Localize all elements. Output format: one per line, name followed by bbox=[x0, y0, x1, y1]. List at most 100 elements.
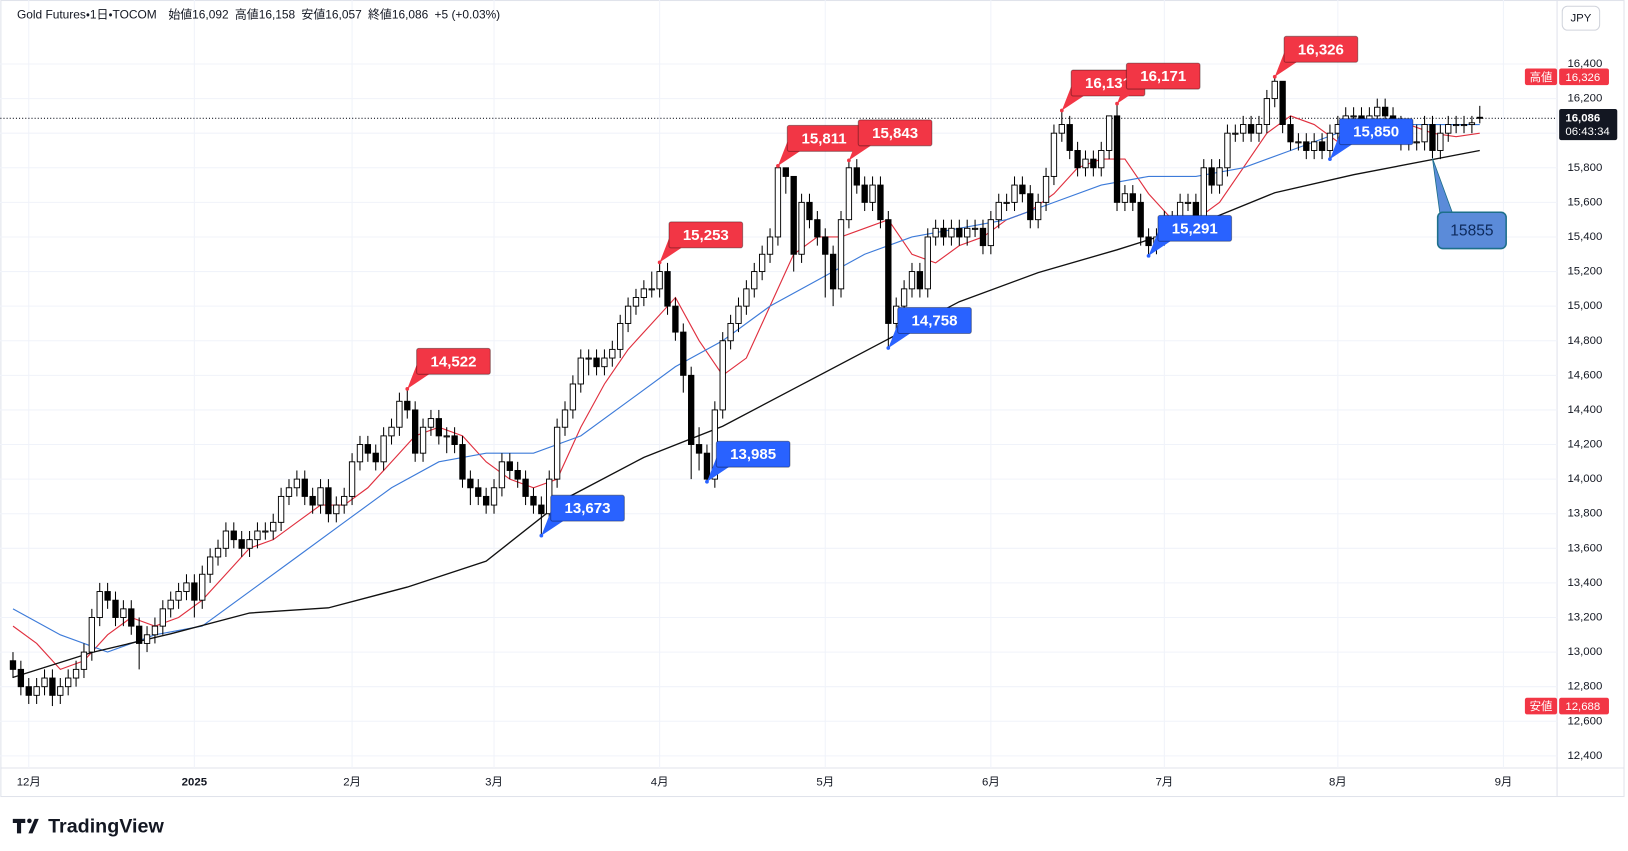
candle-body bbox=[506, 461, 513, 471]
candle-body bbox=[451, 435, 458, 445]
candle-body bbox=[1042, 175, 1050, 203]
candle-body bbox=[1240, 124, 1247, 134]
candle-body bbox=[766, 236, 774, 255]
callout-point bbox=[776, 164, 780, 168]
candle-body bbox=[1303, 141, 1310, 151]
candle-body bbox=[459, 444, 466, 480]
y-tick-label: 15,000 bbox=[1567, 300, 1602, 312]
callout-point bbox=[847, 158, 851, 163]
candle-body bbox=[1374, 106, 1381, 117]
y-tick-label: 15,200 bbox=[1567, 266, 1602, 278]
candle-body bbox=[159, 608, 166, 627]
callout-point bbox=[1115, 101, 1119, 106]
candle-body bbox=[396, 400, 403, 428]
candle-body bbox=[1145, 236, 1152, 247]
candle-body bbox=[96, 591, 103, 618]
candle-body bbox=[246, 539, 253, 549]
candle-body bbox=[916, 271, 924, 290]
price-tag-label-box bbox=[1524, 68, 1558, 86]
candle-body bbox=[498, 461, 506, 489]
callout-label: 14,758 bbox=[912, 313, 958, 330]
candle-body bbox=[301, 478, 308, 497]
symbol: Gold Futures・1日・TOCOM bbox=[17, 8, 157, 22]
candle-body bbox=[25, 686, 32, 696]
currency-button[interactable] bbox=[1561, 5, 1601, 31]
candle-body bbox=[143, 634, 151, 644]
y-tick-label: 14,000 bbox=[1567, 473, 1602, 485]
price-tag-value-box bbox=[1559, 697, 1609, 715]
callout-box bbox=[668, 221, 744, 249]
candle-body bbox=[419, 426, 427, 454]
callout-label: 15,253 bbox=[683, 227, 729, 244]
candle-body bbox=[1421, 124, 1428, 143]
legend-value: 16,057 bbox=[325, 8, 362, 22]
candles bbox=[9, 76, 1483, 707]
candle-body bbox=[151, 625, 159, 636]
legend-value: 16,086 bbox=[392, 8, 429, 22]
candle-body bbox=[1413, 141, 1420, 144]
candle-body bbox=[325, 487, 332, 515]
candle-body bbox=[175, 591, 182, 601]
candle-body bbox=[33, 686, 40, 696]
y-tick-label: 15,600 bbox=[1567, 196, 1602, 208]
candle-body bbox=[1129, 193, 1136, 203]
callout-label: 13,673 bbox=[565, 500, 611, 517]
candle-body bbox=[609, 348, 616, 359]
candle-body bbox=[317, 487, 324, 506]
candle-body bbox=[703, 452, 711, 480]
y-tick-label: 13,600 bbox=[1567, 542, 1602, 554]
candle-body bbox=[1090, 158, 1097, 169]
candle-body bbox=[885, 219, 892, 324]
x-tick-label: 9月 bbox=[1495, 777, 1513, 789]
candle-body bbox=[656, 271, 663, 290]
candle-body bbox=[128, 608, 135, 627]
candle-body bbox=[1137, 201, 1144, 238]
candle-body bbox=[372, 452, 379, 463]
candle-body bbox=[1429, 124, 1436, 151]
candle-body bbox=[1200, 167, 1207, 221]
candle-body bbox=[553, 426, 561, 480]
candle-body bbox=[427, 418, 435, 428]
candle-body bbox=[632, 297, 640, 307]
candle-body bbox=[648, 288, 655, 291]
candle-body bbox=[270, 521, 277, 532]
candle-body bbox=[569, 383, 577, 411]
price-tag-label: 高値 bbox=[1530, 71, 1553, 84]
callout-box bbox=[857, 119, 933, 147]
callout-box bbox=[416, 347, 491, 375]
candle-body bbox=[1098, 150, 1105, 169]
x-tick-label: 12月 bbox=[17, 777, 41, 789]
candle-body bbox=[1381, 106, 1389, 117]
x-tick-label: 3月 bbox=[485, 777, 503, 789]
candle-body bbox=[948, 227, 955, 238]
candle-body bbox=[277, 495, 285, 523]
candle-body bbox=[1263, 98, 1271, 126]
candle-body bbox=[230, 530, 237, 541]
candle-body bbox=[1350, 115, 1357, 118]
callout-label: 15,843 bbox=[872, 125, 918, 142]
currency[interactable]: JPY bbox=[1570, 13, 1591, 25]
candle-body bbox=[932, 227, 939, 238]
candle-body bbox=[719, 340, 726, 411]
candle-body bbox=[924, 236, 931, 290]
y-tick-label: 14,800 bbox=[1567, 335, 1602, 347]
last-price-box bbox=[1559, 108, 1618, 141]
candle-body bbox=[293, 478, 301, 489]
y-tick-label: 15,400 bbox=[1567, 231, 1602, 243]
candle-body bbox=[672, 305, 679, 333]
candle-body bbox=[1105, 115, 1113, 151]
x-tick-label: 7月 bbox=[1155, 777, 1173, 789]
callout-point bbox=[539, 533, 544, 538]
candle-body bbox=[285, 487, 293, 497]
candle-body bbox=[680, 331, 687, 376]
candle-body bbox=[1011, 184, 1018, 203]
candle-body bbox=[522, 478, 529, 497]
candle-body bbox=[262, 530, 269, 533]
candle-body bbox=[561, 409, 569, 428]
candle-body bbox=[790, 175, 797, 255]
y-tick-label: 13,800 bbox=[1567, 508, 1602, 520]
candle-body bbox=[412, 409, 419, 454]
candle-body bbox=[1019, 184, 1026, 195]
